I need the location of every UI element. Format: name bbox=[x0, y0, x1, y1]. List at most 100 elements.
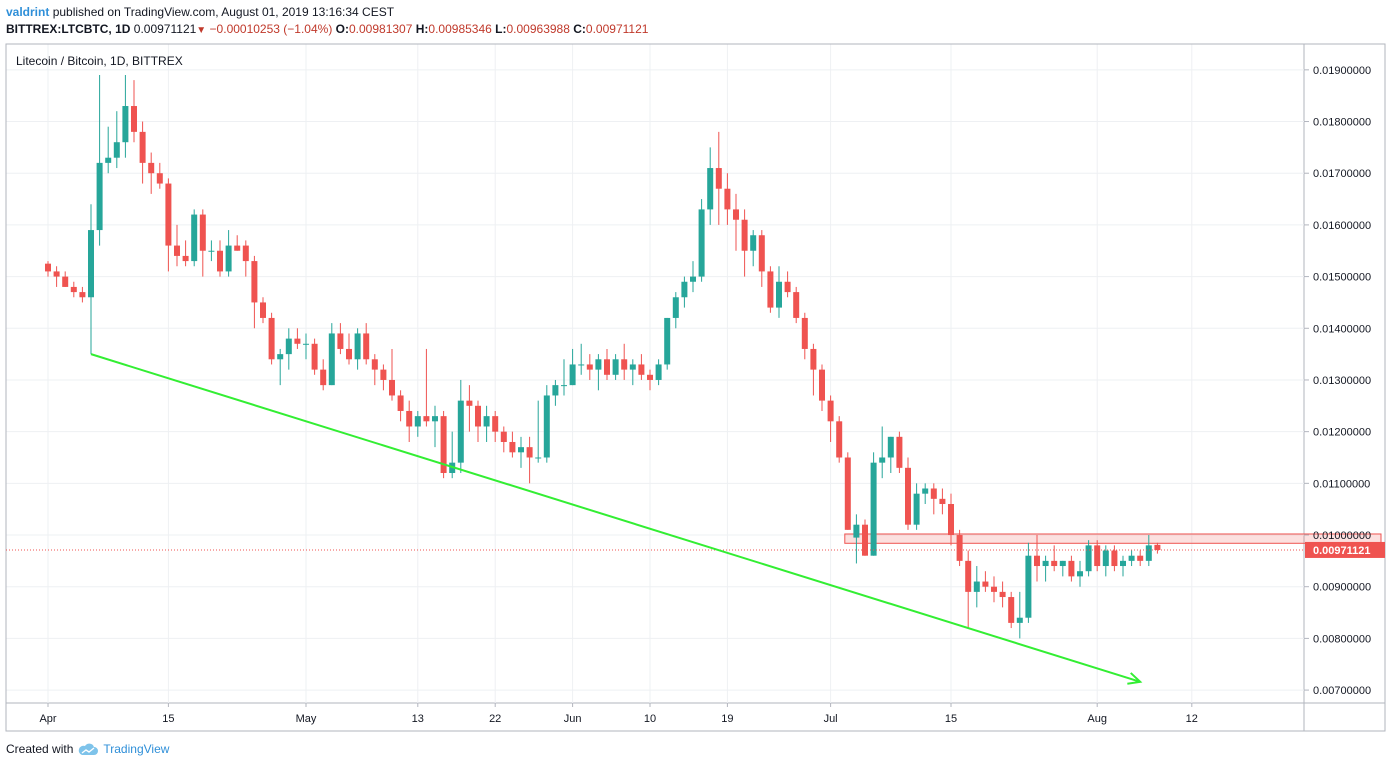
candle-body bbox=[1077, 571, 1083, 577]
candle-body bbox=[1051, 560, 1058, 567]
candle-body bbox=[294, 338, 301, 344]
candle-down bbox=[827, 395, 834, 442]
time-tick-label: 10 bbox=[644, 713, 656, 725]
candle-down bbox=[767, 266, 774, 313]
candle-body bbox=[991, 586, 997, 592]
candle-body bbox=[423, 416, 430, 422]
last-price: 0.00971121 bbox=[133, 22, 197, 36]
candle-body bbox=[389, 379, 395, 396]
candle-body bbox=[664, 317, 671, 365]
trendline[interactable] bbox=[90, 353, 1143, 685]
candle-body bbox=[655, 364, 662, 380]
candle-body bbox=[509, 441, 516, 453]
candle-body bbox=[526, 447, 533, 458]
candle-up bbox=[578, 343, 585, 375]
candle-body bbox=[492, 416, 499, 432]
candle-body bbox=[62, 276, 69, 287]
candle-up bbox=[1085, 540, 1092, 577]
candle-down bbox=[956, 529, 963, 567]
candles bbox=[45, 75, 1161, 639]
candle-down bbox=[397, 390, 404, 422]
candle-up bbox=[776, 266, 782, 318]
candle-up bbox=[698, 199, 705, 282]
created-with-text: Created with bbox=[6, 742, 74, 756]
candle-body bbox=[414, 416, 421, 427]
candle-body bbox=[801, 317, 808, 349]
candle-body bbox=[758, 235, 765, 272]
price-tick-label: 0.00900000 bbox=[1313, 582, 1371, 594]
candle-body bbox=[1034, 555, 1040, 567]
candle-up bbox=[664, 317, 671, 370]
candle-down bbox=[62, 271, 69, 287]
candle-up bbox=[750, 230, 757, 267]
candle-body bbox=[432, 416, 438, 422]
candle-down bbox=[380, 364, 387, 391]
candle-body bbox=[53, 271, 60, 277]
resistance-zone[interactable] bbox=[844, 533, 1382, 544]
candle-down bbox=[1137, 550, 1144, 567]
candle-body bbox=[113, 142, 120, 158]
candle-up bbox=[96, 75, 103, 246]
time-axis[interactable]: Apr 15 May 13 22 Jun 10 19 Jul 15 Aug 12 bbox=[39, 703, 1198, 725]
price-tick-label: 0.01000000 bbox=[1313, 530, 1371, 542]
price-tick-label: 0.01400000 bbox=[1313, 323, 1371, 335]
candle-down bbox=[638, 354, 645, 380]
candle-body bbox=[690, 276, 696, 282]
last-price-tag bbox=[1305, 541, 1385, 558]
candle-body bbox=[88, 230, 94, 298]
price-change: −0.00010253 (−1.04%) bbox=[209, 22, 333, 36]
candle-down bbox=[1034, 535, 1040, 582]
candle-body bbox=[1137, 555, 1144, 561]
candle-body bbox=[948, 504, 954, 536]
price-tick-label: 0.01700000 bbox=[1313, 168, 1371, 180]
candle-body bbox=[475, 405, 481, 427]
candle-body bbox=[1042, 560, 1049, 567]
candle-up bbox=[277, 348, 284, 386]
candle-body bbox=[578, 364, 585, 366]
candle-down bbox=[810, 343, 817, 396]
candle-body bbox=[440, 416, 447, 473]
candle-up bbox=[913, 483, 920, 530]
candle-body bbox=[681, 281, 688, 298]
candle-body bbox=[363, 333, 370, 360]
candle-up bbox=[518, 436, 524, 468]
candle-body bbox=[268, 317, 275, 360]
symbol-label: BITTREX:LTCBTC, 1D bbox=[6, 22, 131, 36]
candle-body bbox=[922, 488, 929, 494]
candle-body bbox=[930, 488, 937, 499]
candle-body bbox=[225, 245, 232, 272]
candle-body bbox=[1016, 617, 1023, 623]
candle-down bbox=[346, 333, 352, 365]
time-tick-label: Jul bbox=[824, 713, 838, 725]
candle-down bbox=[156, 162, 163, 189]
candle-body bbox=[371, 359, 378, 370]
candle-down bbox=[647, 369, 653, 391]
candle-up bbox=[88, 204, 94, 355]
candle-body bbox=[552, 385, 559, 396]
candle-down bbox=[621, 343, 628, 380]
candle-body bbox=[810, 348, 817, 370]
price-axis[interactable]: 0.00700000 0.00800000 0.00900000 0.01000000… bbox=[1304, 65, 1371, 697]
candle-up bbox=[303, 333, 309, 360]
candle-up bbox=[225, 230, 232, 277]
candle-down bbox=[363, 323, 370, 365]
candle-up bbox=[629, 359, 636, 386]
time-tick-label: Jun bbox=[564, 713, 582, 725]
candle-body bbox=[1068, 560, 1075, 577]
candle-down bbox=[982, 571, 989, 592]
candle-body bbox=[612, 359, 619, 375]
price-tick-label: 0.01300000 bbox=[1313, 375, 1371, 387]
candle-up bbox=[285, 328, 292, 370]
candle-down bbox=[733, 193, 739, 251]
candle-down bbox=[801, 312, 808, 360]
candle-up bbox=[1059, 560, 1066, 577]
tradingview-brand[interactable]: TradingView bbox=[103, 742, 170, 756]
candle-body bbox=[466, 400, 473, 406]
candle-body bbox=[277, 354, 284, 360]
candle-down bbox=[79, 286, 86, 303]
author-name[interactable]: valdrint bbox=[6, 5, 50, 19]
candle-down bbox=[1008, 591, 1015, 629]
plot-frame bbox=[5, 43, 1386, 732]
candle-body bbox=[862, 524, 868, 556]
